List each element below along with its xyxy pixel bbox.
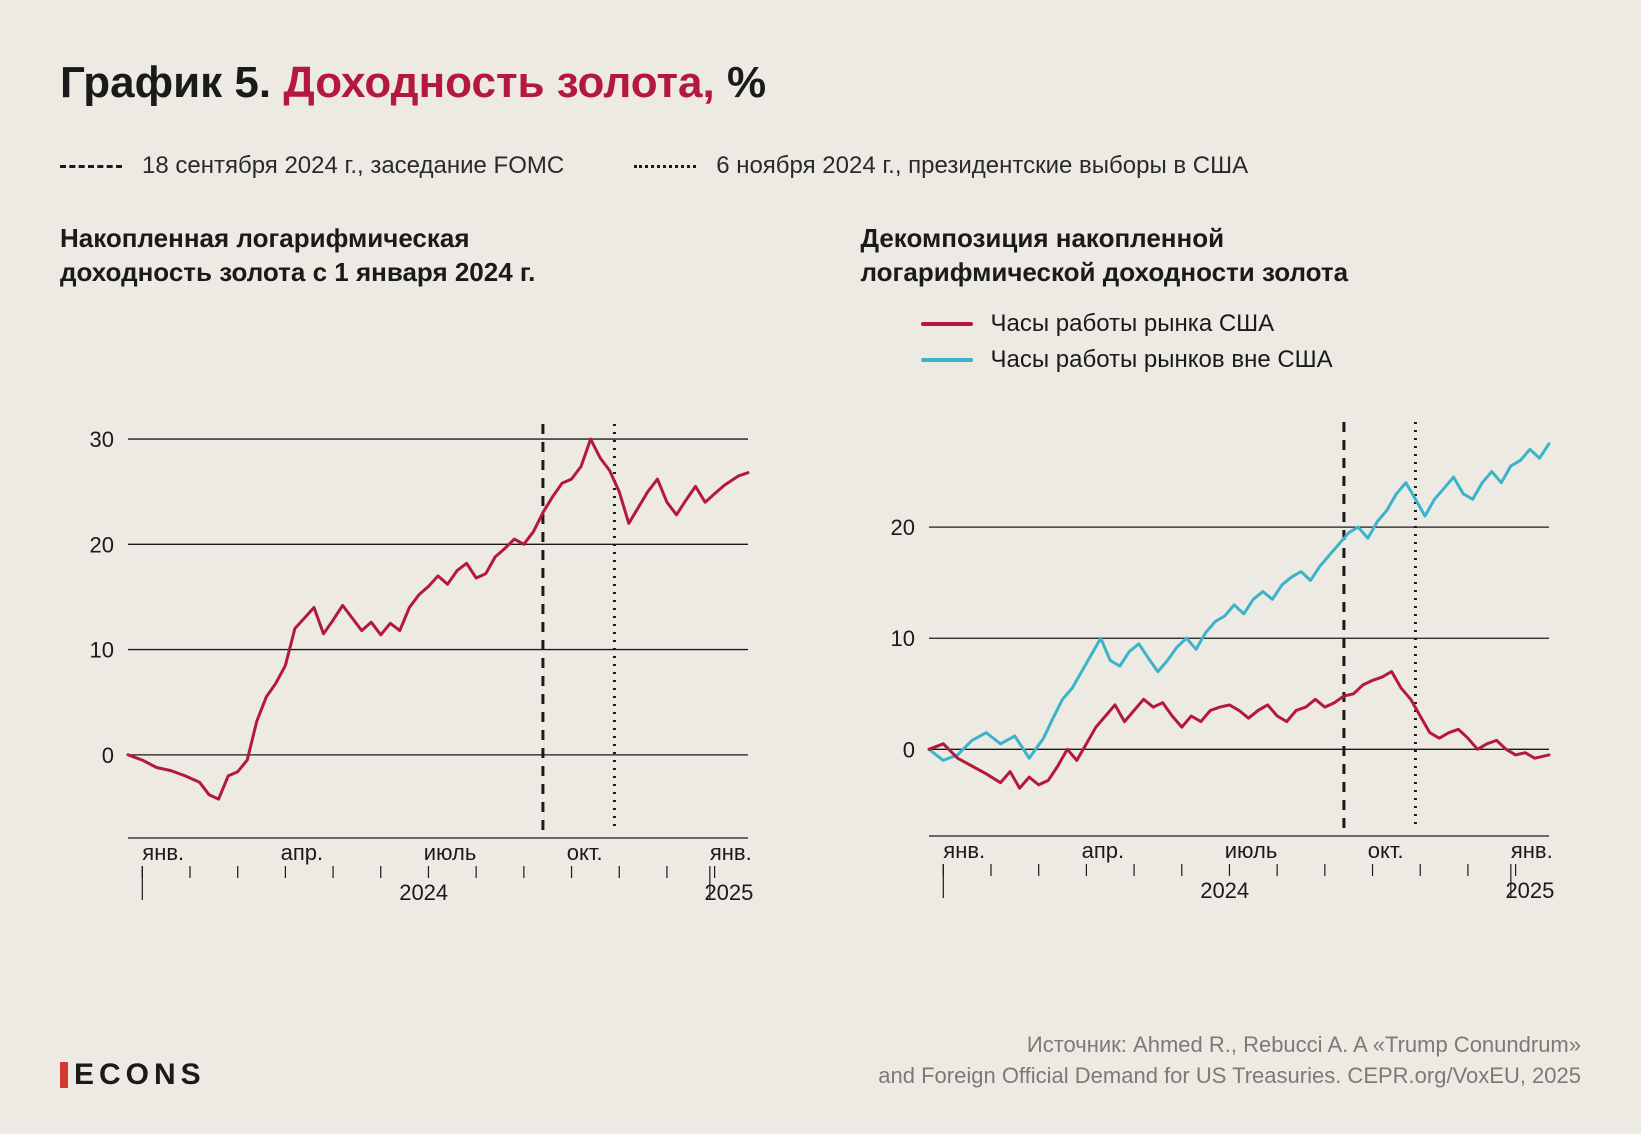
svg-text:янв.: янв.	[1510, 838, 1552, 863]
event-legend: 18 сентября 2024 г., заседание FOMC 6 но…	[60, 152, 1581, 180]
svg-text:окт.: окт.	[567, 840, 603, 865]
swatch-us	[921, 322, 973, 326]
legend-fomc-label: 18 сентября 2024 г., заседание FOMC	[142, 152, 564, 180]
source-line2: and Foreign Official Demand for US Treas…	[878, 1061, 1581, 1092]
svg-text:10: 10	[890, 626, 914, 651]
source-line1: Источник: Ahmed R., Rebucci A. A «Trump …	[878, 1030, 1581, 1061]
svg-text:окт.: окт.	[1367, 838, 1403, 863]
legend-nonus-label: Часы работы рынков вне США	[991, 346, 1333, 374]
brand-accent-icon	[60, 1062, 68, 1088]
title-unit: %	[727, 58, 766, 107]
chart-title: График 5. Доходность золота, %	[60, 58, 1581, 108]
swatch-nonus	[921, 358, 973, 362]
svg-text:апр.: апр.	[1081, 838, 1124, 863]
panel-left-title: Накопленная логарифмическая доходность з…	[60, 222, 781, 290]
svg-text:30: 30	[90, 427, 114, 452]
svg-text:янв.: янв.	[943, 838, 985, 863]
svg-text:20: 20	[890, 515, 914, 540]
legend-nonus: Часы работы рынков вне США	[921, 346, 1582, 374]
dash-line-icon	[60, 165, 122, 168]
svg-text:2025: 2025	[704, 880, 753, 905]
svg-text:янв.: янв.	[142, 840, 184, 865]
panel-right: Декомпозиция накопленной логарифмической…	[861, 222, 1582, 923]
svg-text:2025: 2025	[1505, 878, 1554, 903]
panel-left: Накопленная логарифмическая доходность з…	[60, 222, 781, 923]
svg-text:10: 10	[90, 638, 114, 663]
legend-fomc: 18 сентября 2024 г., заседание FOMC	[60, 152, 564, 180]
svg-text:апр.: апр.	[281, 840, 324, 865]
svg-text:июль: июль	[1224, 838, 1277, 863]
dot-line-icon	[634, 165, 696, 168]
svg-text:0: 0	[902, 737, 914, 762]
legend-election-label: 6 ноября 2024 г., президентские выборы в…	[716, 152, 1248, 180]
svg-text:0: 0	[102, 743, 114, 768]
title-prefix: График 5.	[60, 58, 283, 107]
svg-text:июль: июль	[424, 840, 477, 865]
brand-text: ECONS	[74, 1058, 206, 1092]
svg-text:20: 20	[90, 532, 114, 557]
panel-right-title: Декомпозиция накопленной логарифмической…	[861, 222, 1582, 290]
source-note: Источник: Ahmed R., Rebucci A. A «Trump …	[878, 1030, 1581, 1092]
svg-text:янв.: янв.	[710, 840, 752, 865]
legend-us-label: Часы работы рынка США	[991, 310, 1275, 338]
legend-us: Часы работы рынка США	[921, 310, 1582, 338]
svg-text:2024: 2024	[1200, 878, 1249, 903]
title-main: Доходность золота,	[283, 58, 727, 107]
brand-logo: ECONS	[60, 1058, 206, 1092]
chart-right: 0 10 20 янв. апр. июль окт. янв. 2024 2025	[861, 396, 1582, 921]
legend-election: 6 ноября 2024 г., президентские выборы в…	[634, 152, 1248, 180]
svg-text:2024: 2024	[399, 880, 448, 905]
chart-left: 0 10 20 30 янв. апр. июль окт. янв. 2024 2025	[60, 398, 781, 923]
series-legend: Часы работы рынка США Часы работы рынков…	[861, 310, 1582, 382]
